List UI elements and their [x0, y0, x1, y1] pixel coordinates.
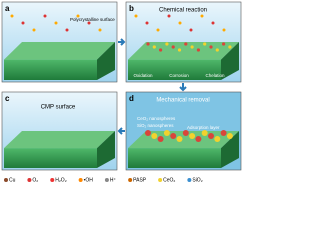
molecule — [98, 28, 102, 32]
molecule — [178, 21, 182, 25]
arrow — [117, 127, 125, 135]
slab-side — [97, 42, 115, 80]
molecule — [21, 21, 25, 25]
legend-symbol — [27, 178, 32, 182]
panel-note: SiO₂ nanospheres — [137, 123, 174, 128]
molecule — [87, 21, 91, 25]
slab-front — [128, 148, 221, 168]
legend-label: CeO₂ — [163, 177, 175, 183]
legend-symbol — [187, 178, 192, 182]
panel-note: Adsorption layer — [187, 125, 220, 130]
particle — [190, 45, 194, 49]
molecule — [32, 28, 36, 32]
molecule — [10, 14, 14, 18]
particle — [171, 45, 175, 49]
particle — [152, 45, 156, 49]
panel-note: Corrosion — [169, 73, 189, 78]
molecule — [189, 28, 193, 32]
slab-top — [4, 42, 115, 60]
particle — [163, 130, 170, 136]
panel-label: a — [5, 4, 10, 13]
slab-front — [4, 148, 97, 168]
particle — [170, 133, 177, 139]
legend-symbol — [104, 178, 109, 182]
particle — [215, 48, 219, 52]
panel-note: CeO₂ nanospheres — [137, 116, 176, 121]
particle — [145, 130, 151, 136]
legend-symbol — [4, 178, 8, 182]
legend-symbol — [158, 178, 163, 182]
legend-symbol — [78, 178, 83, 182]
molecule — [156, 28, 160, 32]
particle — [214, 136, 221, 142]
particle — [228, 45, 232, 49]
particle — [182, 130, 189, 136]
arrow — [118, 38, 126, 46]
molecule — [65, 28, 69, 32]
particle — [165, 42, 169, 46]
particle — [196, 48, 200, 52]
legend-label: H₂O₂ — [55, 177, 66, 183]
particle — [209, 45, 213, 49]
particle — [189, 133, 196, 139]
particle — [195, 136, 202, 142]
particle — [176, 136, 183, 142]
slab-front — [128, 59, 221, 80]
particle — [157, 136, 164, 142]
panel-note: Oxidation — [133, 73, 153, 78]
molecule — [211, 21, 215, 25]
particle — [159, 48, 163, 52]
slab-side — [97, 131, 115, 168]
legend-symbol — [128, 178, 133, 182]
slab-side — [221, 42, 239, 80]
particle — [151, 133, 158, 139]
molecule — [145, 21, 149, 25]
molecule — [167, 14, 171, 18]
molecule — [134, 14, 138, 18]
panel-caption: Chemical reaction — [159, 8, 207, 14]
molecule — [200, 14, 204, 18]
legend-label: O₂ — [32, 177, 38, 183]
particle — [146, 42, 150, 46]
legend-label: Cu — [9, 177, 16, 183]
figure: a Polycrystalline surface b Chemical reacti… — [1, 1, 242, 183]
slab-side — [221, 131, 239, 168]
molecule — [76, 14, 80, 18]
particle — [220, 130, 227, 136]
panel-note: Chelation — [205, 73, 225, 78]
legend-label: PASP — [133, 177, 147, 183]
panel-label: c — [5, 94, 10, 103]
particle — [222, 42, 226, 46]
particle — [226, 133, 233, 139]
panel-label: b — [129, 4, 134, 13]
legend-symbol — [50, 178, 55, 182]
panel-caption: Polycrystalline surface — [70, 17, 115, 22]
slab-front — [4, 59, 97, 80]
arrow — [179, 83, 187, 92]
particle — [208, 133, 214, 139]
particle — [184, 42, 188, 46]
panel-caption: CMP surface — [41, 105, 76, 111]
legend-label: H⁺ — [110, 177, 117, 183]
particle — [201, 130, 208, 136]
legend-label: •OH — [84, 177, 94, 183]
molecule — [43, 14, 47, 18]
particle — [203, 42, 207, 46]
particle — [177, 48, 182, 52]
panel-caption: Mechanical removal — [156, 98, 209, 104]
molecule — [54, 21, 58, 25]
legend-label: SiO₂ — [192, 177, 202, 183]
slab-top — [4, 131, 115, 149]
molecule — [222, 28, 226, 32]
panel-label: d — [129, 94, 134, 103]
